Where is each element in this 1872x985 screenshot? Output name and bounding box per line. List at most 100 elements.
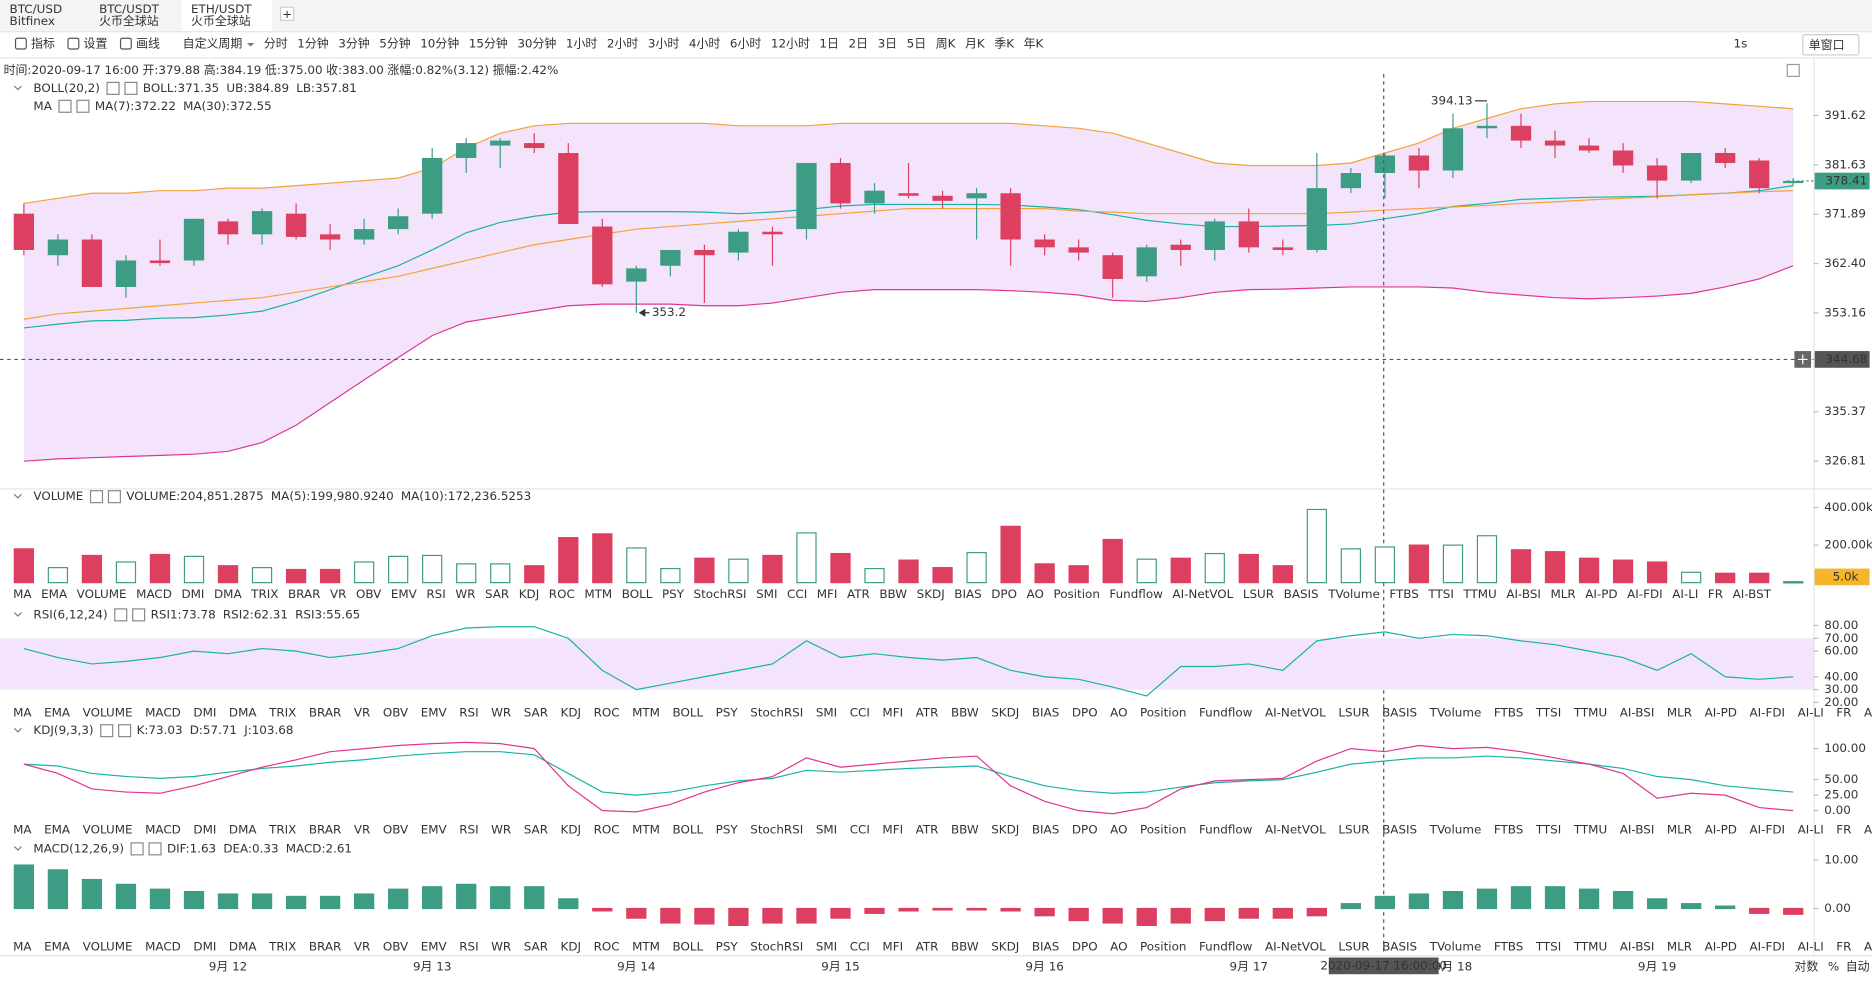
indicator-tab[interactable]: TRIX: [250, 587, 278, 601]
period-button[interactable]: 年K: [1024, 37, 1045, 51]
indicator-tab[interactable]: EMV: [421, 939, 448, 953]
indicator-tab[interactable]: AI-NetVOL: [1265, 705, 1326, 719]
indicator-tab[interactable]: TVolume: [1429, 939, 1482, 953]
period-button[interactable]: 3小时: [648, 37, 680, 51]
period-button[interactable]: 周K: [936, 37, 957, 51]
indicator-tab[interactable]: SMI: [816, 939, 837, 953]
indicator-tab[interactable]: BRAR: [309, 705, 341, 719]
indicator-tab[interactable]: BIAS: [954, 587, 981, 601]
indicator-tab[interactable]: TVolume: [1327, 587, 1380, 601]
indicator-tab[interactable]: VR: [330, 587, 346, 601]
indicator-tab[interactable]: WR: [491, 822, 511, 836]
add-tab[interactable]: +: [282, 7, 292, 21]
indicator-tab[interactable]: WR: [455, 587, 475, 601]
period-button[interactable]: 2小时: [607, 37, 639, 51]
indicator-tab[interactable]: AI-FDI: [1750, 705, 1786, 719]
indicator-tab[interactable]: AI-BSI: [1620, 939, 1655, 953]
indicator-tab[interactable]: AI-BSI: [1620, 705, 1655, 719]
indicator-tab[interactable]: FR: [1708, 587, 1723, 601]
period-button[interactable]: 3分钟: [338, 37, 370, 51]
indicator-tab[interactable]: VOLUME: [83, 705, 133, 719]
settings-icon[interactable]: [130, 842, 144, 856]
window-mode-button[interactable]: [1802, 34, 1860, 56]
indicator-tab[interactable]: MFI: [882, 705, 903, 719]
indicator-tab[interactable]: EMV: [421, 822, 448, 836]
indicator-tab[interactable]: TRIX: [268, 705, 296, 719]
indicator-tab[interactable]: AO: [1110, 822, 1127, 836]
indicator-tab[interactable]: SMI: [816, 822, 837, 836]
indicator-tab[interactable]: OBV: [383, 705, 409, 719]
indicator-tab[interactable]: Fundflow: [1199, 822, 1253, 836]
indicator-tab[interactable]: BIAS: [1032, 939, 1059, 953]
indicator-tab[interactable]: EMA: [44, 705, 71, 719]
auto-toggle[interactable]: 自动: [1846, 960, 1870, 974]
indicator-tab[interactable]: SAR: [524, 705, 548, 719]
add-tab-box[interactable]: [279, 6, 295, 21]
indicator-tab[interactable]: LSUR: [1338, 705, 1369, 719]
indicator-tab[interactable]: VR: [354, 705, 370, 719]
collapse-chevron[interactable]: [13, 846, 22, 851]
indicator-tab[interactable]: LSUR: [1338, 939, 1369, 953]
period-button[interactable]: 1小时: [566, 37, 598, 51]
indicator-tab[interactable]: TVolume: [1429, 822, 1482, 836]
collapse-chevron[interactable]: [13, 612, 22, 617]
indicator-tab[interactable]: BIAS: [1032, 822, 1059, 836]
indicator-tab[interactable]: DMA: [229, 939, 257, 953]
indicator-tab[interactable]: FTBS: [1389, 587, 1418, 601]
indicator-tab[interactable]: MA: [13, 939, 32, 953]
indicator-tab[interactable]: Fundflow: [1109, 587, 1163, 601]
period-button[interactable]: 15分钟: [469, 37, 508, 51]
period-button[interactable]: 5分钟: [379, 37, 411, 51]
indicator-tab[interactable]: TTMU: [1573, 822, 1607, 836]
indicator-tab[interactable]: MACD: [136, 587, 172, 601]
indicator-tab[interactable]: EMA: [44, 822, 71, 836]
indicator-tab[interactable]: SAR: [485, 587, 509, 601]
indicator-tab[interactable]: BOLL: [673, 705, 704, 719]
indicator-tab[interactable]: RSI: [459, 705, 478, 719]
indicator-tab[interactable]: KDJ: [561, 939, 582, 953]
close-icon[interactable]: [76, 99, 90, 113]
indicator-tab[interactable]: VR: [354, 822, 370, 836]
indicator-tab[interactable]: ROC: [594, 939, 620, 953]
indicator-tab[interactable]: StochRSI: [750, 822, 803, 836]
refresh[interactable]: 1s: [1734, 37, 1748, 51]
indicator-tab[interactable]: TVolume: [1429, 705, 1482, 719]
indicator-tab[interactable]: BOLL: [622, 587, 653, 601]
indicator-tab[interactable]: AI-BSI: [1620, 822, 1655, 836]
indicator-tab[interactable]: EMA: [41, 587, 68, 601]
indicator-tab[interactable]: WR: [491, 939, 511, 953]
indicator-tab[interactable]: BOLL: [673, 822, 704, 836]
indicator-tab[interactable]: RSI: [426, 587, 445, 601]
close-icon[interactable]: [107, 490, 121, 504]
indicator-tab[interactable]: StochRSI: [694, 587, 747, 601]
collapse-chevron[interactable]: [13, 727, 22, 733]
indicator-tab[interactable]: SAR: [524, 822, 548, 836]
indicator-tab[interactable]: DPO: [1072, 822, 1098, 836]
indicator-tab[interactable]: CCI: [850, 939, 870, 953]
indicator-tab[interactable]: AI-BSI: [1506, 587, 1541, 601]
indicator-tab[interactable]: ROC: [594, 822, 620, 836]
close-icon[interactable]: [124, 81, 138, 95]
indicator-tab[interactable]: AI-FDI: [1750, 822, 1786, 836]
period-button[interactable]: 3日: [878, 37, 898, 51]
tool-button[interactable]: 指标: [31, 37, 55, 51]
indicator-tab[interactable]: EMV: [391, 587, 418, 601]
indicator-tab[interactable]: BRAR: [288, 587, 320, 601]
tab-exchange[interactable]: 火币全球站: [191, 14, 251, 28]
indicator-tab[interactable]: TTMU: [1462, 587, 1496, 601]
period-button[interactable]: 10分钟: [420, 37, 459, 51]
period-button[interactable]: 1分钟: [297, 37, 329, 51]
indicator-tab[interactable]: TRIX: [268, 822, 296, 836]
indicator-tab[interactable]: DMI: [193, 939, 216, 953]
indicator-tab[interactable]: DMI: [193, 822, 216, 836]
indicator-tab[interactable]: VOLUME: [83, 939, 133, 953]
indicator-tab[interactable]: FR: [1836, 822, 1851, 836]
indicator-tab[interactable]: BBW: [951, 705, 979, 719]
indicator-tab[interactable]: MTM: [632, 705, 660, 719]
indicator-tab[interactable]: FTBS: [1494, 939, 1523, 953]
close-icon[interactable]: [132, 608, 146, 622]
period-button[interactable]: 分时: [264, 37, 288, 51]
indicator-tab[interactable]: AI-PD: [1705, 939, 1737, 953]
indicator-tab[interactable]: Fundflow: [1199, 705, 1253, 719]
period-button[interactable]: 2日: [848, 37, 868, 51]
